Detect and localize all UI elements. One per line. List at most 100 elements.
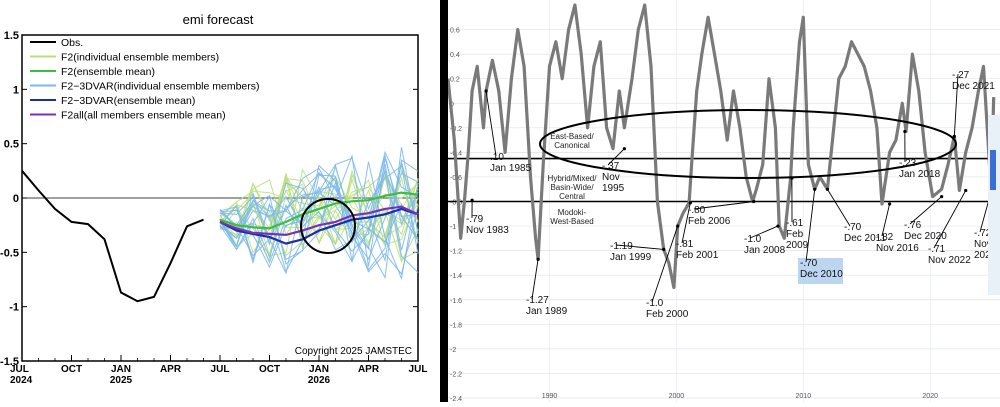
y-tick-label: -1 <box>9 302 19 314</box>
annotation-point <box>813 188 816 191</box>
y-tick-label: -1.2 <box>450 249 462 256</box>
y-tick-label: 1 <box>13 84 19 96</box>
x-tick-label: 2000 <box>669 393 685 400</box>
x-tick-label: 2025 <box>110 375 133 386</box>
annotation-point <box>826 188 829 191</box>
x-tick-label: APR <box>358 364 380 375</box>
y-tick-label: 0.4 <box>450 52 460 59</box>
annotation-arrow <box>750 226 778 238</box>
x-tick-label: JUL <box>409 364 428 375</box>
annotation-arrow <box>532 259 538 299</box>
annotation-label: 2009 <box>786 240 809 251</box>
y-tick-label: -2.4 <box>450 396 462 402</box>
annotation-label: Feb 2001 <box>676 250 719 261</box>
annotation-label: Jan 1985 <box>490 163 532 174</box>
x-tick-label: 2024 <box>10 375 33 386</box>
y-tick-label: -1 <box>450 224 456 231</box>
x-tick-label: OCT <box>259 364 280 375</box>
region-label: Modoki- <box>558 208 587 217</box>
region-label: Canonical <box>554 141 590 150</box>
annotation-label: -.79 <box>466 214 484 225</box>
annotation-label: Feb 2000 <box>646 309 689 320</box>
x-tick-label: 1990 <box>542 393 558 400</box>
x-tick-label: 2020 <box>922 393 938 400</box>
edge-legend-strip <box>988 115 1000 295</box>
annotation-label: -.70 <box>800 258 818 269</box>
legend-label: F2(ensemble mean) <box>61 66 155 78</box>
legend-label: F2all(all members ensemble mean) <box>61 110 226 122</box>
annotation-label: Jan 2018 <box>899 169 941 180</box>
x-tick-label: JUL <box>211 364 230 375</box>
annotation-label: Nov 2016 <box>876 243 919 254</box>
region-label: Basin-Wide/ <box>550 183 594 192</box>
annotation-label: Jan 2008 <box>744 245 786 256</box>
legend-label: F2−3DVAR(individual ensemble members) <box>61 81 260 93</box>
annotation-point <box>953 135 956 138</box>
legend: Obs. F2(individual ensemble members) F2(en… <box>30 37 260 122</box>
annotation-label: Jan 1999 <box>610 252 652 263</box>
y-tick-label: -1.6 <box>450 298 462 305</box>
series-line <box>22 171 204 301</box>
annotation-label: -.27 <box>952 70 970 81</box>
y-tick-label: -1.4 <box>450 273 462 280</box>
annotation-point <box>964 189 967 192</box>
annotation-label: Dec 2021 <box>952 81 995 92</box>
legend-label: F2−3DVAR(ensemble mean) <box>61 95 195 107</box>
annotation-label: -1.0 <box>646 298 664 309</box>
emi-history-chart: 0.60.40.20-0.2-0.4-0.6-0.8-1-1.2-1.4-1.6… <box>448 0 1000 402</box>
annotation-label: -1.27 <box>526 295 549 306</box>
annotation-point <box>940 195 943 198</box>
legend-label: Obs. <box>61 37 83 49</box>
annotation-point <box>484 89 487 92</box>
y-tick-label: 0.5 <box>4 139 19 151</box>
x-tick-label: OCT <box>61 364 82 375</box>
y-tick-label: 0.6 <box>450 28 460 35</box>
annotation-arrow <box>806 189 815 262</box>
legend-label: F2(individual ensemble members) <box>61 52 219 64</box>
edge-legend-swatch <box>990 150 996 190</box>
region-labels: East-Based/CanonicalHybrid/Mixed/Basin-W… <box>548 132 598 226</box>
region-label: West-Based <box>550 217 593 226</box>
annotation-arrow <box>910 197 942 224</box>
annotation-point <box>888 202 891 205</box>
annotation-point <box>752 200 755 203</box>
annotation-label: -1.0 <box>744 234 762 245</box>
annotation-label: Feb <box>786 229 804 240</box>
y-tick-label: -2.2 <box>450 371 462 378</box>
annotation-label: -.23 <box>899 158 917 169</box>
annotation-point <box>790 177 793 180</box>
y-tick-label: -1.8 <box>450 322 462 329</box>
annotation-label: .10 <box>490 152 504 163</box>
y-tick-label: -0.5 <box>0 247 19 259</box>
annotation-label: Nov 2022 <box>928 255 971 266</box>
x-tick-label: JUL <box>10 364 29 375</box>
annotation-point <box>676 224 679 227</box>
annotation-label: Nov 1983 <box>466 225 509 236</box>
y-tick-label: 0.2 <box>450 77 460 84</box>
annotation-label: -.81 <box>676 239 694 250</box>
annotation-point <box>471 199 474 202</box>
annotation-arrow <box>486 91 496 156</box>
region-label: Central <box>559 192 585 201</box>
annotation-label: -.70 <box>844 222 862 233</box>
region-label: East-Based/ <box>550 132 594 141</box>
y-tick-label: 0 <box>13 193 19 205</box>
annotation-point <box>623 147 626 150</box>
copyright-text: Copyright 2025 JAMSTEC <box>295 346 412 357</box>
annotation-label: 1995 <box>602 183 625 194</box>
annotation-label: -.71 <box>928 244 946 255</box>
x-tick-label: APR <box>160 364 182 375</box>
x-tick-label: JAN <box>111 364 131 375</box>
annotation-point <box>689 201 692 204</box>
emi-forecast-chart: emi forecast 1.510.50-0.5-1-1.5 JUL2024O… <box>0 0 440 402</box>
annotation-label: -.82 <box>876 232 894 243</box>
chart-title: emi forecast <box>183 12 254 27</box>
annotation-arrow <box>827 189 850 226</box>
annotation-label: Nov <box>602 172 620 183</box>
x-tick-label: 2026 <box>308 375 331 386</box>
annotation-label: -.80 <box>688 205 706 216</box>
panel-divider <box>440 0 448 402</box>
